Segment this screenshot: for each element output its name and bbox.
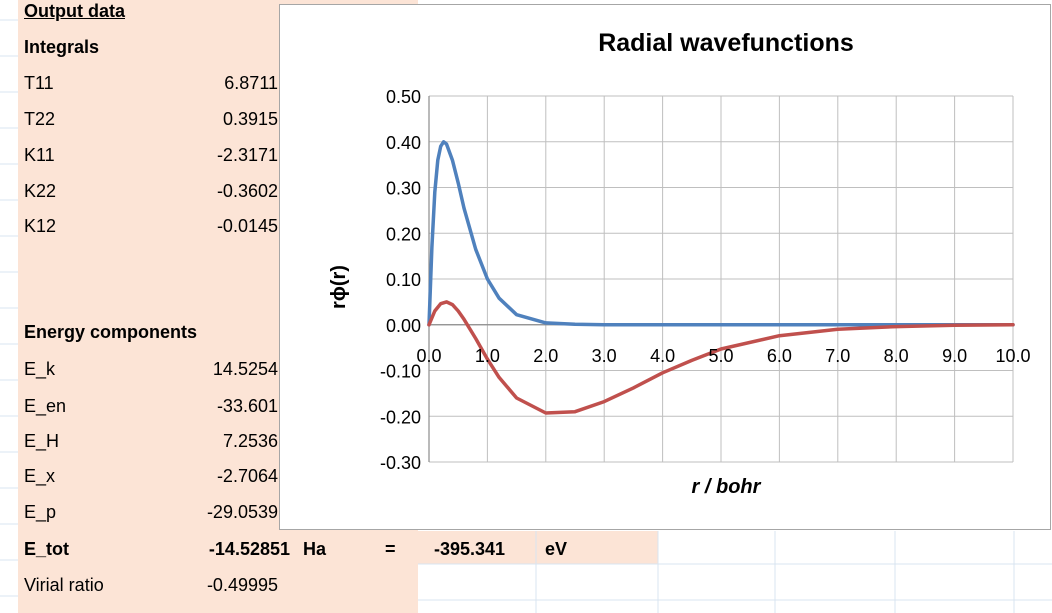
series-lines (427, 140, 1015, 415)
integral-label[interactable]: T11 (24, 73, 54, 93)
energy-value[interactable]: -33.601 (216, 396, 278, 416)
y-axis-label: rϕ(r) (328, 265, 350, 309)
virial-value[interactable]: -0.49995 (206, 575, 278, 595)
radial-wavefunctions-chart[interactable]: Radial wavefunctions 0.50 0.40 0.30 0.20 0.1… (279, 4, 1052, 531)
y-tick-label: 0.30 (386, 179, 421, 199)
y-tick-label: -0.20 (380, 407, 421, 427)
x-tick-label: 1.0 (475, 346, 500, 366)
etot-ev-value[interactable]: -395.341 (434, 539, 506, 559)
tick-labels: 0.50 0.40 0.30 0.20 0.10 0.00 -0.10 -0.20 -0.30 0… (380, 87, 1031, 473)
chart-canvas: Radial wavefunctions 0.50 0.40 0.30 0.20 0.1… (279, 4, 1051, 530)
x-tick-label: 4.0 (650, 346, 675, 366)
cell-fill-ev (418, 531, 658, 564)
chart-title: Radial wavefunctions (598, 29, 854, 57)
x-tick-label: 5.0 (708, 346, 733, 366)
integral-value[interactable]: 0.3915 (222, 109, 278, 129)
integral-label[interactable]: K12 (24, 216, 57, 236)
energy-label[interactable]: E_p (24, 502, 57, 522)
etot-value[interactable]: -14.52851 (208, 539, 290, 559)
etot-label[interactable]: E_tot (24, 539, 69, 559)
energy-value[interactable]: 7.2536 (222, 431, 278, 451)
integrals-header[interactable]: Integrals (24, 37, 100, 57)
energy-label[interactable]: E_k (24, 359, 56, 379)
x-axis-label: r / bohr (692, 476, 762, 498)
energy-value[interactable]: -2.7064 (216, 466, 278, 486)
energy-value[interactable]: 14.5254 (212, 359, 278, 379)
integral-label[interactable]: T22 (24, 109, 56, 129)
chart-frame (279, 4, 1051, 530)
y-tick-label: 0.40 (386, 133, 421, 153)
x-tick-label: 3.0 (592, 346, 617, 366)
x-tick-label: 9.0 (942, 346, 967, 366)
energy-header[interactable]: Energy components (24, 322, 198, 342)
etot-equals[interactable]: = (385, 539, 396, 559)
integral-value[interactable]: 6.8711 (224, 73, 278, 93)
etot-unit-ha[interactable]: Ha (303, 539, 327, 559)
y-tick-label: -0.30 (380, 453, 421, 473)
x-tick-label: 8.0 (884, 346, 909, 366)
y-tick-label: 0.10 (386, 270, 421, 290)
integral-label[interactable]: K22 (24, 181, 57, 201)
x-tick-label: 7.0 (825, 346, 850, 366)
virial-label[interactable]: Virial ratio (24, 575, 104, 595)
energy-label[interactable]: E_H (24, 431, 60, 451)
series-line-2 (427, 300, 1015, 415)
y-tick-label: -0.10 (380, 362, 421, 382)
x-axis-label-text: r / bohr (692, 476, 762, 498)
energy-value[interactable]: -29.0539 (206, 502, 278, 522)
integral-label[interactable]: K11 (24, 145, 55, 165)
etot-unit-ev[interactable]: eV (545, 539, 568, 559)
x-tick-label: 2.0 (533, 346, 558, 366)
integral-value[interactable]: -2.3171 (216, 145, 278, 165)
energy-label[interactable]: E_en (24, 396, 67, 416)
integral-value[interactable]: -0.3602 (216, 181, 278, 201)
x-tick-label: 10.0 (995, 346, 1030, 366)
x-tick-label: 6.0 (767, 346, 792, 366)
series-line-1 (427, 140, 1015, 327)
y-tick-label: 0.50 (386, 87, 421, 107)
integral-value[interactable]: -0.0145 (216, 216, 278, 236)
y-tick-label: 0.20 (386, 224, 421, 244)
output-title[interactable]: Output data (24, 1, 125, 21)
x-tick-label: 0.0 (416, 346, 441, 366)
energy-label[interactable]: E_x (24, 466, 56, 486)
y-tick-label: 0.00 (386, 316, 421, 336)
